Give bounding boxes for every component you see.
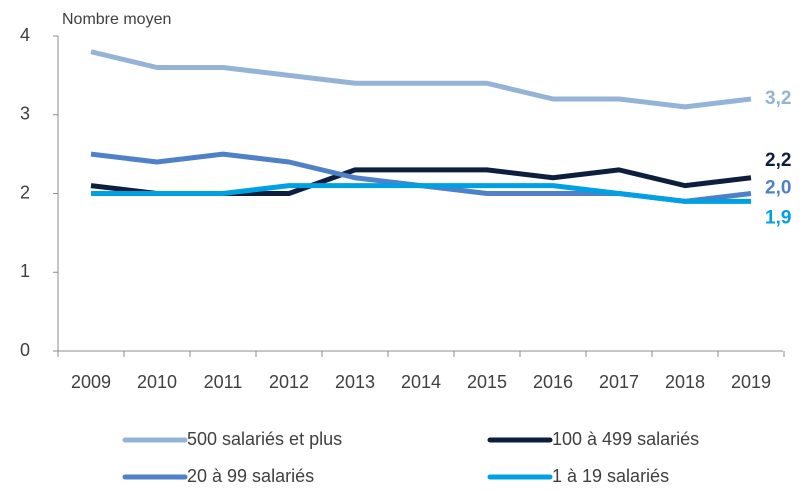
y-tick-label: 1 bbox=[20, 261, 30, 281]
series-line bbox=[90, 49, 752, 110]
x-tick-label: 2016 bbox=[533, 372, 573, 392]
x-tick-label: 2014 bbox=[401, 372, 441, 392]
x-tick-label: 2019 bbox=[731, 372, 771, 392]
x-tick-label: 2009 bbox=[71, 372, 111, 392]
legend-label: 1 à 19 salariés bbox=[552, 466, 669, 486]
legend-label: 500 salariés et plus bbox=[187, 429, 342, 449]
y-tick-label: 0 bbox=[20, 340, 30, 360]
x-tick-label: 2011 bbox=[204, 372, 243, 392]
y-tick-label: 2 bbox=[20, 182, 30, 202]
x-tick-label: 2012 bbox=[269, 372, 309, 392]
y-tick-label: 3 bbox=[20, 104, 30, 124]
y-axis-label: Nombre moyen bbox=[62, 11, 171, 28]
legend-label: 100 à 499 salariés bbox=[552, 429, 699, 449]
legend-label: 20 à 99 salariés bbox=[187, 466, 314, 486]
data-label: 3,2 bbox=[765, 88, 791, 109]
series-line bbox=[91, 183, 751, 204]
x-tick-label: 2010 bbox=[137, 372, 177, 392]
y-tick-label: 4 bbox=[20, 25, 30, 45]
x-tick-label: 2013 bbox=[335, 372, 375, 392]
x-tick-label: 2015 bbox=[467, 372, 507, 392]
x-tick-label: 2017 bbox=[599, 372, 639, 392]
data-label: 2,2 bbox=[765, 150, 791, 171]
data-label: 1,9 bbox=[765, 207, 791, 228]
x-tick-label: 2018 bbox=[665, 372, 705, 392]
series-line bbox=[90, 167, 752, 196]
data-label: 2,0 bbox=[765, 178, 791, 199]
